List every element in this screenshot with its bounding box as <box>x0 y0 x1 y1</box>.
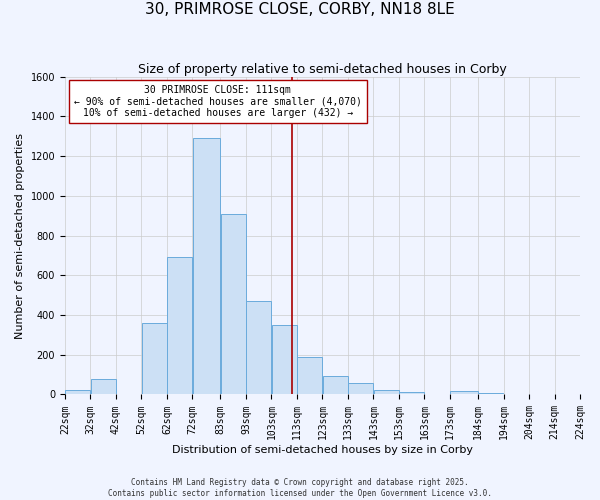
Bar <box>65 390 90 394</box>
Bar <box>272 325 296 394</box>
Bar <box>323 376 347 394</box>
Y-axis label: Number of semi-detached properties: Number of semi-detached properties <box>15 132 25 338</box>
Text: 30, PRIMROSE CLOSE, CORBY, NN18 8LE: 30, PRIMROSE CLOSE, CORBY, NN18 8LE <box>145 2 455 18</box>
Bar <box>167 258 192 394</box>
Bar <box>348 382 373 394</box>
Bar <box>221 214 245 394</box>
Bar <box>374 390 398 394</box>
Text: 30 PRIMROSE CLOSE: 111sqm
← 90% of semi-detached houses are smaller (4,070)
10% : 30 PRIMROSE CLOSE: 111sqm ← 90% of semi-… <box>74 84 362 118</box>
Bar <box>142 323 167 394</box>
Bar <box>399 392 424 394</box>
Bar <box>91 378 116 394</box>
Title: Size of property relative to semi-detached houses in Corby: Size of property relative to semi-detach… <box>138 62 507 76</box>
Bar <box>246 301 271 394</box>
X-axis label: Distribution of semi-detached houses by size in Corby: Distribution of semi-detached houses by … <box>172 445 473 455</box>
Text: Contains HM Land Registry data © Crown copyright and database right 2025.
Contai: Contains HM Land Registry data © Crown c… <box>108 478 492 498</box>
Bar <box>193 138 220 394</box>
Bar <box>297 356 322 395</box>
Bar <box>450 392 478 394</box>
